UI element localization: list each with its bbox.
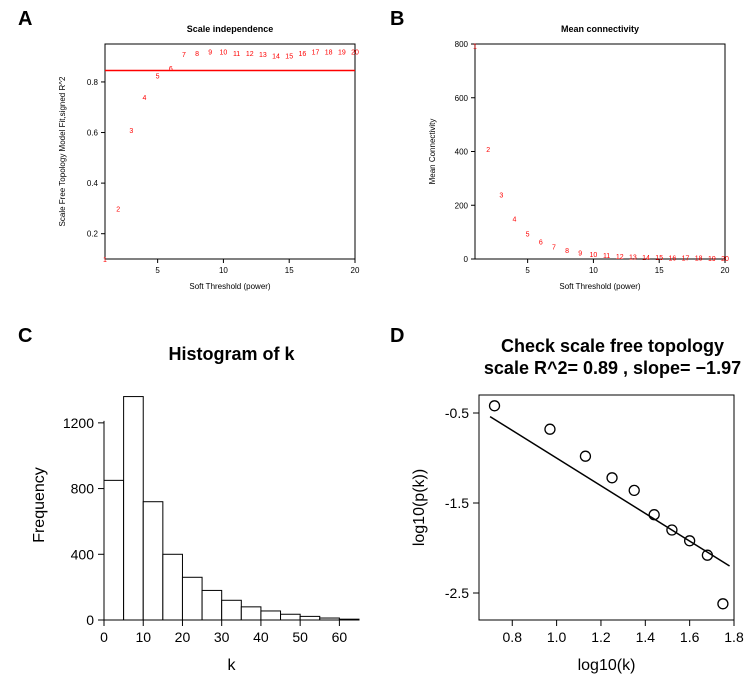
panel-c-chart: Histogram of k 0 10 20 30 40 50 60 0 400 800 1200 k F… (14, 330, 374, 690)
svg-text:5: 5 (155, 266, 160, 275)
svg-text:1: 1 (473, 43, 477, 50)
svg-text:30: 30 (214, 629, 230, 645)
svg-text:k: k (228, 657, 237, 674)
svg-text:40: 40 (253, 629, 269, 645)
svg-text:800: 800 (455, 40, 469, 49)
svg-text:5: 5 (526, 231, 530, 238)
svg-text:0.2: 0.2 (87, 230, 99, 239)
svg-text:Frequency: Frequency (31, 467, 48, 543)
svg-text:17: 17 (312, 50, 320, 57)
svg-text:10: 10 (219, 266, 228, 275)
svg-text:-1.5: -1.5 (445, 495, 469, 511)
svg-text:11: 11 (603, 253, 610, 260)
svg-text:scale R^2= 0.89 , slope= −1.97: scale R^2= 0.89 , slope= −1.97 (484, 358, 741, 378)
svg-text:15: 15 (285, 53, 293, 60)
svg-text:18: 18 (695, 256, 703, 263)
svg-text:3: 3 (129, 128, 133, 135)
svg-text:7: 7 (182, 52, 186, 59)
svg-text:200: 200 (455, 201, 469, 210)
svg-text:20: 20 (175, 629, 191, 645)
svg-text:5: 5 (525, 266, 530, 275)
svg-text:10: 10 (589, 266, 598, 275)
svg-text:8: 8 (195, 51, 199, 58)
svg-text:20: 20 (351, 266, 360, 275)
svg-text:log10(k): log10(k) (578, 657, 636, 674)
svg-text:Soft Threshold (power): Soft Threshold (power) (189, 282, 271, 291)
svg-text:10: 10 (135, 629, 151, 645)
svg-text:-0.5: -0.5 (445, 405, 469, 421)
svg-text:20: 20 (721, 266, 730, 275)
svg-text:7: 7 (552, 245, 556, 252)
svg-text:5: 5 (156, 74, 160, 81)
svg-text:Soft Threshold (power): Soft Threshold (power) (559, 282, 641, 291)
svg-text:4: 4 (513, 217, 517, 224)
svg-text:18: 18 (325, 50, 333, 57)
svg-text:0: 0 (464, 255, 469, 264)
svg-text:11: 11 (233, 51, 240, 58)
svg-text:0: 0 (86, 612, 94, 628)
svg-text:12: 12 (246, 51, 254, 58)
svg-text:6: 6 (539, 240, 543, 247)
svg-text:1.2: 1.2 (591, 629, 611, 645)
svg-text:15: 15 (655, 255, 663, 262)
svg-text:16: 16 (668, 255, 676, 262)
svg-text:2: 2 (486, 147, 490, 154)
svg-text:15: 15 (655, 266, 664, 275)
svg-text:3: 3 (499, 193, 503, 200)
svg-text:9: 9 (208, 50, 212, 57)
svg-text:1200: 1200 (63, 415, 94, 431)
svg-text:6: 6 (169, 66, 173, 73)
svg-text:14: 14 (642, 255, 650, 262)
svg-text:Histogram of k: Histogram of k (168, 344, 295, 364)
svg-text:4: 4 (143, 95, 147, 102)
svg-text:1.8: 1.8 (724, 629, 744, 645)
svg-text:400: 400 (455, 148, 469, 157)
svg-text:12: 12 (616, 254, 624, 261)
svg-text:19: 19 (338, 50, 346, 57)
svg-text:9: 9 (578, 250, 582, 257)
svg-text:17: 17 (682, 256, 690, 263)
svg-text:10: 10 (590, 252, 598, 259)
svg-text:19: 19 (708, 256, 716, 263)
svg-text:20: 20 (351, 50, 359, 57)
svg-text:log10(p(k)): log10(p(k)) (411, 469, 428, 546)
svg-text:8: 8 (565, 248, 569, 255)
svg-text:Mean Connectivity: Mean Connectivity (428, 119, 437, 185)
svg-text:13: 13 (629, 254, 637, 261)
svg-text:0.4: 0.4 (87, 179, 99, 188)
svg-text:60: 60 (332, 629, 348, 645)
svg-text:Scale Free Topology Model Fit,: Scale Free Topology Model Fit,signed R^2 (58, 76, 67, 226)
svg-text:400: 400 (71, 546, 95, 562)
svg-text:600: 600 (455, 94, 469, 103)
svg-text:2: 2 (116, 206, 120, 213)
svg-text:50: 50 (292, 629, 308, 645)
svg-text:0.8: 0.8 (503, 629, 523, 645)
figure: A B C D Scale independence51015200.20.40… (0, 0, 754, 692)
svg-text:0.6: 0.6 (87, 129, 99, 138)
svg-text:1.0: 1.0 (547, 629, 567, 645)
svg-text:1.6: 1.6 (680, 629, 700, 645)
svg-text:14: 14 (272, 53, 280, 60)
svg-text:15: 15 (285, 266, 294, 275)
svg-text:1: 1 (103, 257, 107, 264)
svg-text:Check scale free topology: Check scale free topology (501, 336, 724, 356)
svg-text:10: 10 (220, 50, 228, 57)
svg-text:1.4: 1.4 (636, 629, 656, 645)
panel-d-chart: Check scale free topologyscale R^2= 0.89… (384, 330, 754, 690)
panel-b-chart: Mean connectivity51015200200400600800Sof… (400, 14, 740, 304)
svg-text:0.8: 0.8 (87, 78, 99, 87)
svg-text:16: 16 (298, 51, 306, 58)
svg-text:13: 13 (259, 52, 267, 59)
svg-text:20: 20 (721, 256, 729, 263)
svg-text:800: 800 (71, 481, 95, 497)
svg-text:-2.5: -2.5 (445, 585, 469, 601)
svg-text:0: 0 (100, 629, 108, 645)
svg-text:Mean connectivity: Mean connectivity (561, 24, 639, 34)
svg-text:Scale independence: Scale independence (187, 24, 274, 34)
panel-a-chart: Scale independence51015200.20.40.60.8Sof… (30, 14, 370, 304)
